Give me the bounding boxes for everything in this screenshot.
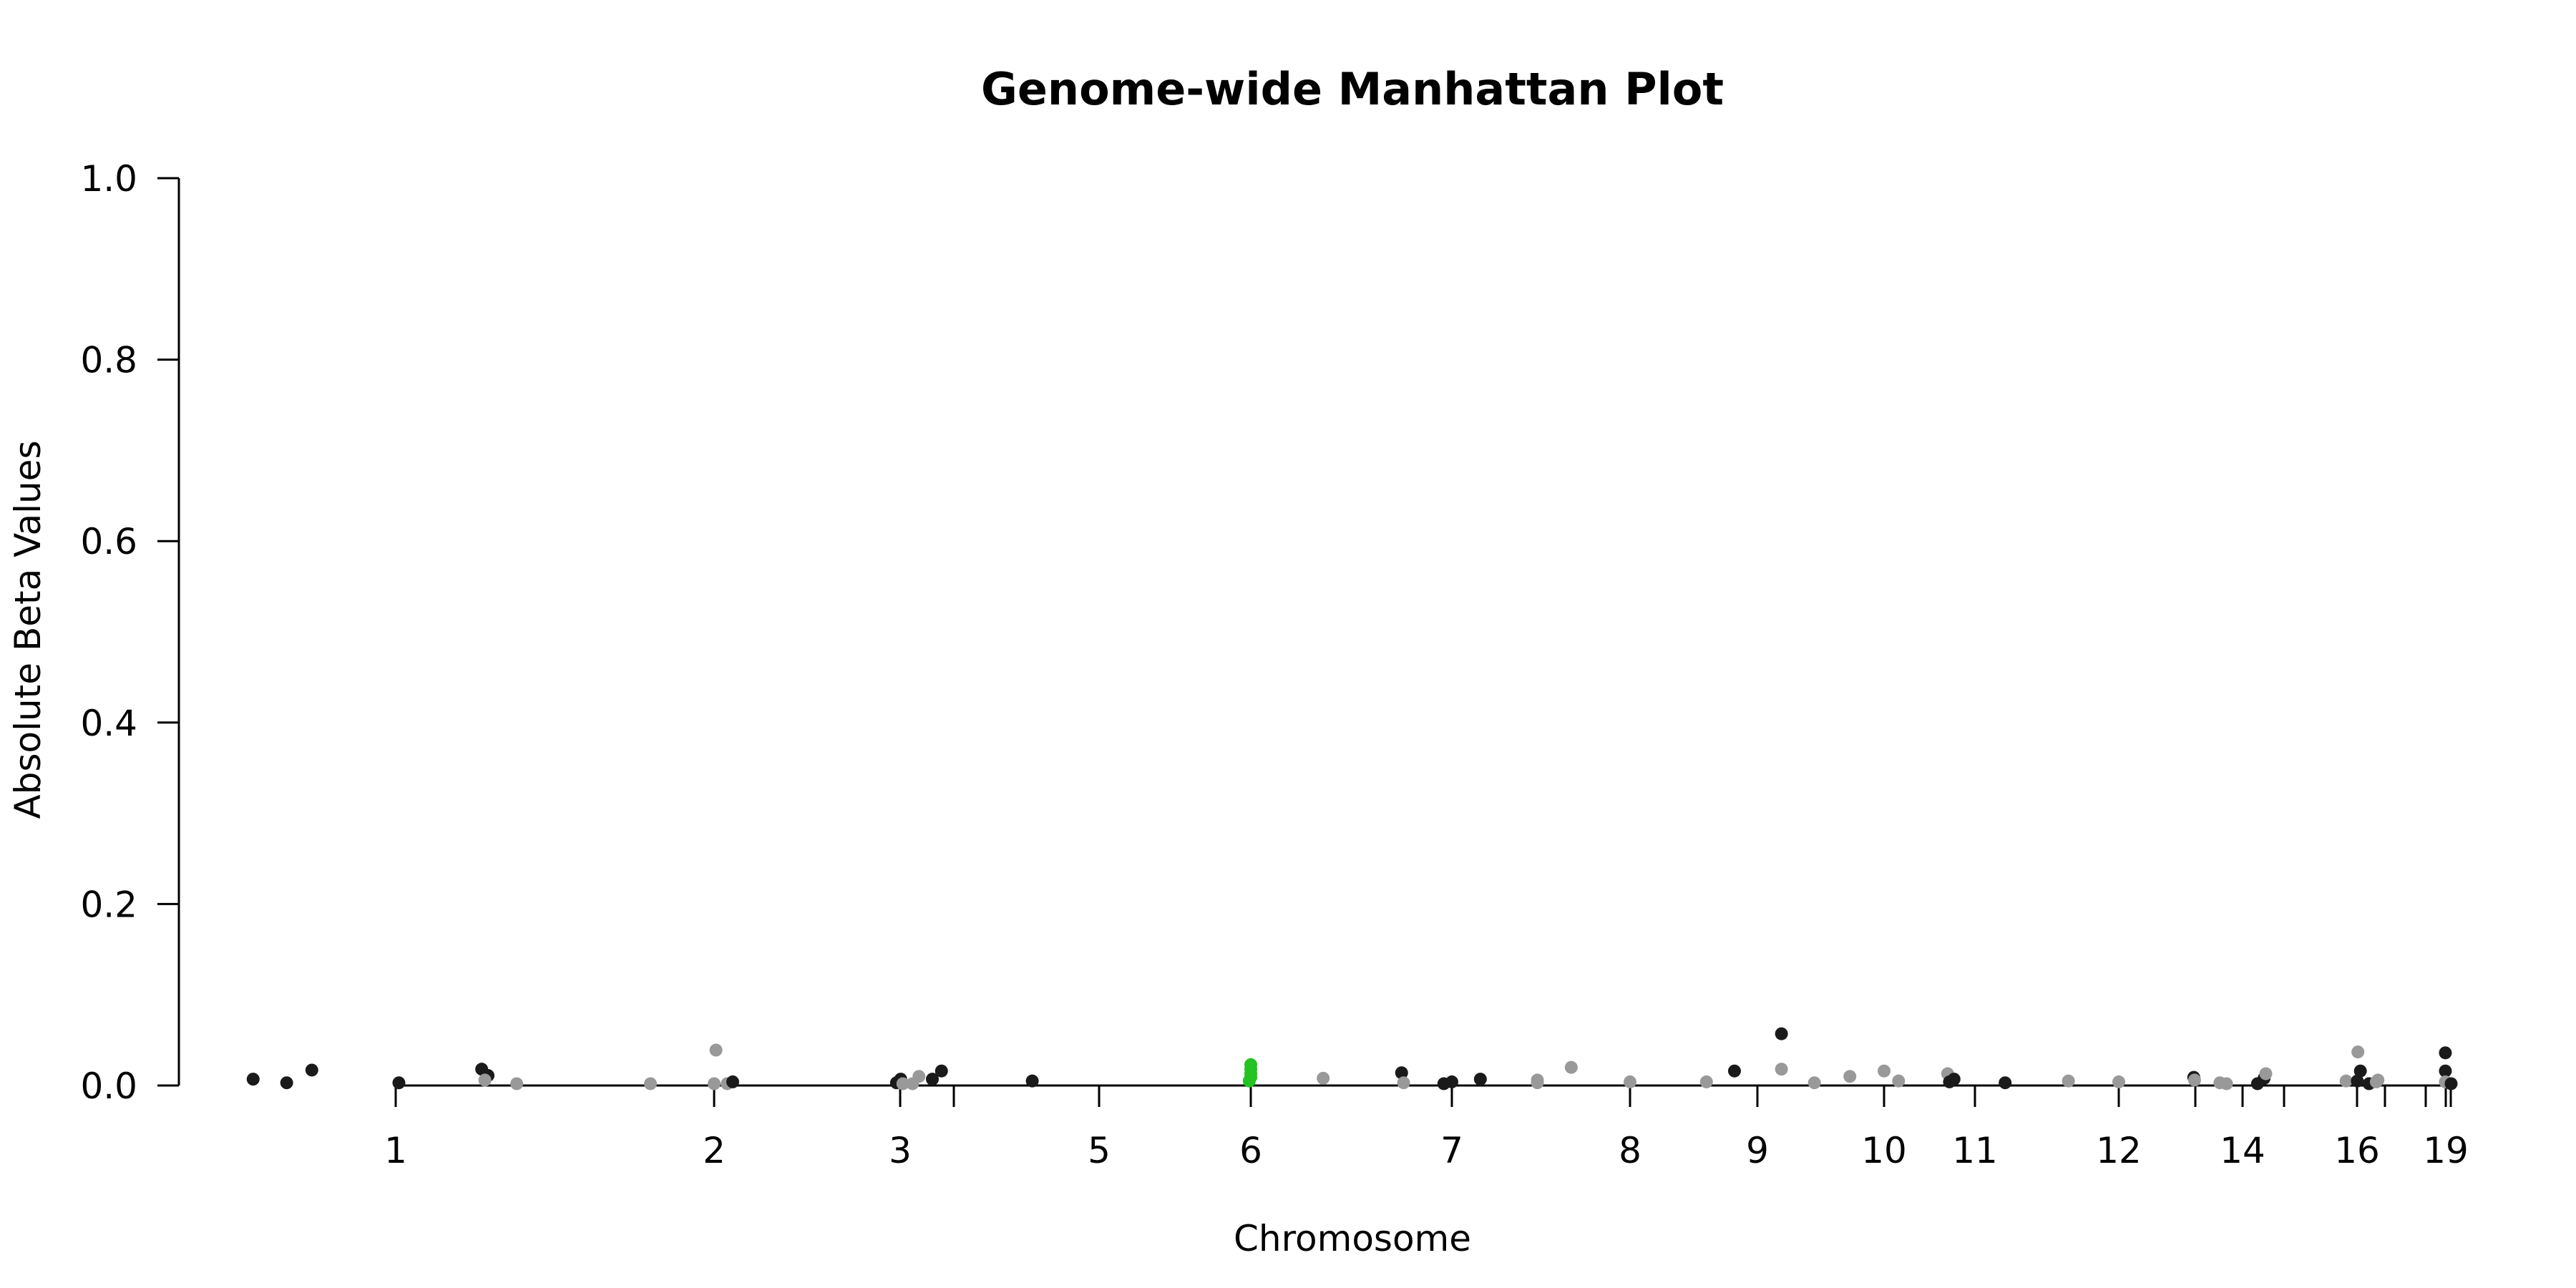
data-point (1564, 1060, 1578, 1074)
x-tick-label: 3 (889, 1130, 912, 1171)
data-point (1395, 1066, 1408, 1080)
x-axis: 1 2 3 5 6 7 8 9 10 11 12 14 16 19 (384, 1084, 2469, 1171)
x-tick-label: 16 (2334, 1130, 2380, 1171)
data-point (392, 1076, 406, 1090)
data-point (896, 1077, 909, 1091)
data-point (709, 1043, 723, 1057)
y-axis: 0.0 0.2 0.4 0.6 0.8 1.0 (80, 158, 180, 1107)
data-point (2351, 1045, 2365, 1059)
data-point (1999, 1076, 2012, 1090)
y-axis-label: Absolute Beta Values (7, 441, 49, 819)
x-tick-label: 10 (1861, 1130, 1907, 1171)
x-tick-label: 5 (1088, 1130, 1111, 1171)
y-tick-label: 0.4 (80, 703, 137, 744)
x-tick-label: 14 (2220, 1130, 2265, 1171)
data-point (2062, 1074, 2075, 1088)
data-point (1473, 1073, 1487, 1086)
x-tick-label: 7 (1440, 1130, 1463, 1171)
data-point (2439, 1046, 2452, 1060)
x-tick-label: 8 (1619, 1130, 1641, 1171)
data-point (1244, 1058, 1257, 1071)
x-tick-label: 1 (384, 1130, 407, 1171)
data-point (1843, 1070, 1857, 1083)
y-tick-label: 0.8 (80, 340, 137, 381)
data-point (1317, 1071, 1330, 1085)
data-points (246, 1027, 2458, 1091)
data-point (1445, 1075, 1458, 1088)
data-point (2112, 1075, 2125, 1088)
data-point (1878, 1064, 1890, 1078)
data-point (912, 1070, 926, 1083)
chart-title: Genome-wide Manhattan Plot (981, 63, 1724, 115)
data-point (1624, 1075, 1636, 1088)
data-point (478, 1073, 492, 1087)
data-point (1699, 1075, 1713, 1088)
data-point (305, 1063, 318, 1077)
data-point (2220, 1077, 2233, 1091)
x-tick-label: 12 (2096, 1130, 2142, 1171)
x-tick-label: 2 (703, 1130, 726, 1171)
data-point (2369, 1075, 2383, 1088)
data-point (2187, 1073, 2201, 1087)
data-point (926, 1073, 939, 1086)
data-point (1397, 1076, 1410, 1090)
data-point (510, 1077, 524, 1091)
data-point (1775, 1027, 1788, 1040)
x-tick-label: 19 (2423, 1130, 2469, 1171)
data-point (644, 1077, 657, 1091)
y-tick-label: 0.0 (80, 1065, 137, 1107)
x-tick-label: 6 (1239, 1130, 1262, 1171)
data-point (1775, 1063, 1788, 1076)
data-point (1947, 1073, 1961, 1086)
x-tick-label: 11 (1952, 1130, 1998, 1171)
data-point (246, 1073, 260, 1086)
data-point (1531, 1076, 1544, 1090)
data-point (2351, 1074, 2364, 1088)
data-point (935, 1064, 948, 1078)
data-point (1892, 1074, 1906, 1088)
data-point (726, 1075, 739, 1088)
x-axis-label: Chromosome (1234, 1218, 1471, 1259)
data-point (2259, 1067, 2273, 1080)
data-point (708, 1077, 721, 1091)
data-point (1727, 1064, 1741, 1078)
data-point (2444, 1077, 2458, 1091)
data-point (2339, 1074, 2353, 1088)
data-point (1025, 1074, 1039, 1088)
y-tick-label: 1.0 (80, 158, 137, 200)
y-tick-label: 0.6 (80, 521, 137, 562)
data-point (2353, 1064, 2367, 1078)
y-tick-label: 0.2 (80, 884, 137, 925)
data-point (280, 1076, 293, 1090)
data-point (1807, 1076, 1821, 1090)
x-tick-label: 9 (1746, 1130, 1769, 1171)
data-point (2439, 1064, 2452, 1078)
